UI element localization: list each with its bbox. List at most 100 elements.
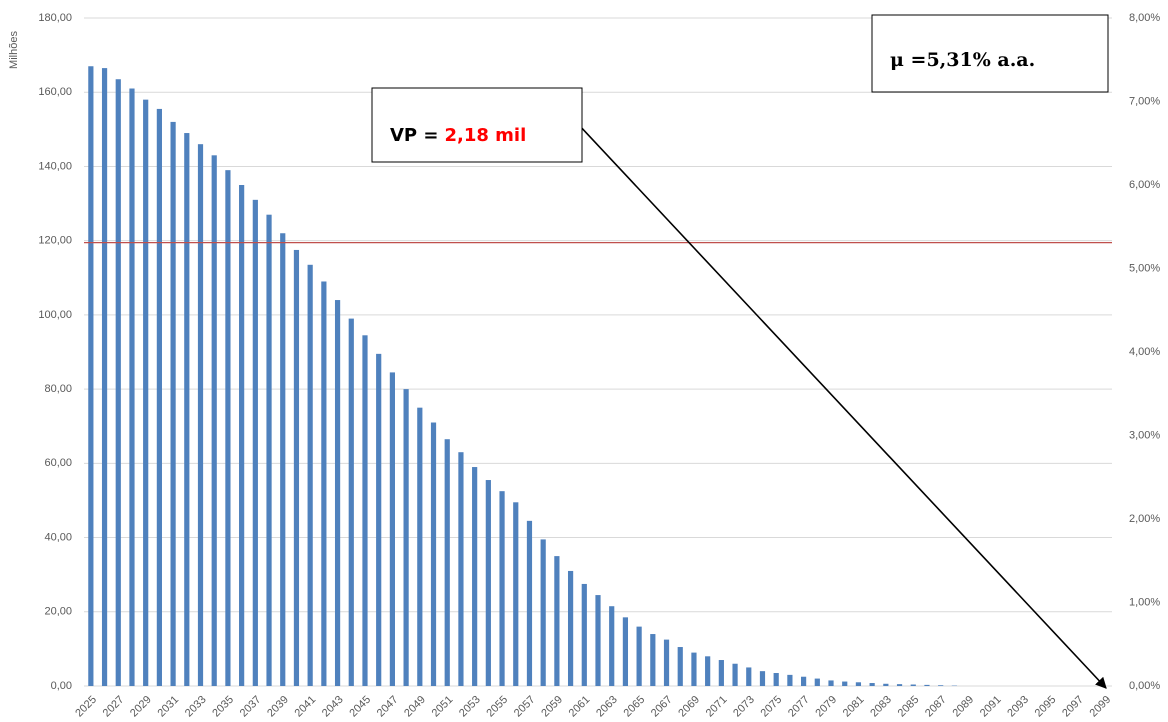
bar bbox=[444, 439, 450, 686]
x-tick-label: 2089 bbox=[950, 694, 976, 720]
bar bbox=[389, 372, 395, 686]
bar bbox=[622, 617, 629, 686]
bar bbox=[211, 155, 217, 687]
y-tick-label: 0,00 bbox=[51, 680, 72, 692]
x-tick-label: 2043 bbox=[320, 694, 346, 720]
x-tick-label: 2069 bbox=[676, 694, 702, 720]
bar bbox=[691, 652, 697, 686]
x-tick-label: 2041 bbox=[293, 694, 319, 720]
bar bbox=[910, 684, 916, 686]
x-tick-label: 2081 bbox=[841, 694, 867, 720]
x-tick-label: 2045 bbox=[347, 694, 373, 720]
bar bbox=[101, 68, 108, 687]
bar bbox=[677, 647, 683, 686]
bar bbox=[115, 79, 121, 686]
bar bbox=[814, 678, 820, 686]
x-tick-label: 2075 bbox=[759, 694, 785, 720]
x-tick-label: 2073 bbox=[731, 694, 757, 720]
mu-annotation: μ =5,31% a.a. bbox=[890, 49, 1035, 71]
x-tick-label: 2077 bbox=[786, 694, 812, 720]
vp-prefix: VP = bbox=[390, 125, 438, 146]
bar bbox=[334, 300, 341, 686]
x-tick-label: 2079 bbox=[813, 694, 839, 720]
bar bbox=[581, 583, 587, 686]
bar bbox=[759, 671, 766, 686]
y-tick-label: 140,00 bbox=[38, 160, 72, 172]
bar bbox=[156, 108, 162, 686]
x-tick-label: 2051 bbox=[430, 694, 456, 720]
bar bbox=[526, 520, 533, 686]
x-tick-label: 2025 bbox=[73, 694, 99, 720]
y2-tick-label: 1,00% bbox=[1129, 596, 1160, 608]
bar bbox=[197, 144, 204, 686]
y2-tick-label: 7,00% bbox=[1129, 95, 1160, 107]
bar bbox=[609, 606, 615, 686]
x-tick-label: 2067 bbox=[649, 694, 675, 720]
y2-tick-label: 4,00% bbox=[1129, 346, 1160, 358]
x-tick-label: 2085 bbox=[896, 694, 922, 720]
y2-tick-label: 0,00% bbox=[1129, 680, 1160, 692]
bar bbox=[938, 685, 944, 686]
bar bbox=[430, 422, 437, 686]
bar bbox=[855, 682, 862, 686]
bar bbox=[732, 663, 738, 686]
y-tick-label: 180,00 bbox=[38, 12, 72, 24]
bar bbox=[293, 249, 300, 686]
y2-tick-label: 6,00% bbox=[1129, 179, 1160, 191]
x-tick-label: 2027 bbox=[101, 694, 127, 720]
x-tick-label: 2035 bbox=[210, 694, 236, 720]
bar bbox=[636, 626, 642, 686]
bar bbox=[705, 656, 711, 686]
bar bbox=[828, 680, 834, 686]
y2-tick-label: 5,00% bbox=[1129, 262, 1160, 274]
arrow bbox=[577, 123, 1107, 689]
bar bbox=[567, 570, 574, 686]
x-tick-label: 2099 bbox=[1088, 694, 1114, 720]
bar bbox=[554, 556, 560, 686]
bar bbox=[348, 318, 354, 686]
bar bbox=[458, 452, 464, 686]
y-tick-label: 100,00 bbox=[38, 309, 72, 321]
bar bbox=[746, 667, 752, 686]
bar bbox=[376, 353, 382, 686]
x-tick-label: 2053 bbox=[457, 694, 483, 720]
bar bbox=[88, 66, 94, 686]
y-axis-label: Milhões bbox=[8, 31, 20, 69]
bar bbox=[663, 639, 670, 686]
bar bbox=[417, 407, 423, 686]
y-tick-label: 60,00 bbox=[44, 457, 72, 469]
bar bbox=[129, 88, 135, 686]
bar bbox=[225, 170, 231, 687]
bar bbox=[540, 539, 546, 686]
y2-tick-label: 8,00% bbox=[1129, 12, 1160, 24]
x-tick-label: 2091 bbox=[978, 694, 1004, 720]
x-tick-label: 2061 bbox=[567, 694, 593, 720]
x-tick-label: 2087 bbox=[923, 694, 949, 720]
bar bbox=[842, 681, 848, 686]
y-tick-label: 40,00 bbox=[44, 531, 72, 543]
x-tick-label: 2083 bbox=[868, 694, 894, 720]
bar bbox=[924, 684, 930, 686]
bar bbox=[143, 99, 149, 686]
bar bbox=[801, 676, 807, 686]
y2-tick-label: 2,00% bbox=[1129, 513, 1160, 525]
bar bbox=[321, 281, 327, 686]
x-tick-label: 2039 bbox=[265, 694, 291, 720]
bar bbox=[307, 264, 313, 686]
y-tick-label: 80,00 bbox=[44, 383, 72, 395]
bar bbox=[896, 684, 903, 686]
bar bbox=[883, 683, 889, 686]
bar bbox=[280, 233, 286, 686]
bar bbox=[869, 683, 875, 686]
x-tick-label: 2097 bbox=[1060, 694, 1086, 720]
bar bbox=[773, 673, 779, 686]
bar bbox=[595, 595, 601, 686]
bar bbox=[170, 121, 176, 686]
bar bbox=[513, 502, 519, 686]
x-tick-label: 2047 bbox=[375, 694, 401, 720]
bar bbox=[650, 634, 656, 686]
bar bbox=[184, 133, 190, 687]
bar bbox=[485, 480, 491, 686]
y-tick-label: 160,00 bbox=[38, 86, 72, 98]
x-tick-label: 2059 bbox=[539, 694, 565, 720]
